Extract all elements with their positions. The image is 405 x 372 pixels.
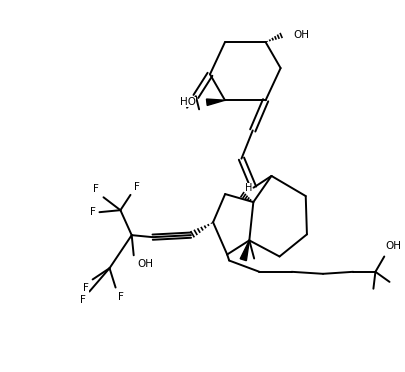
Text: F: F (80, 295, 86, 305)
Text: F: F (83, 283, 88, 293)
Text: F: F (133, 182, 139, 192)
Text: OH: OH (293, 30, 309, 40)
Text: F: F (90, 207, 95, 217)
Text: F: F (117, 292, 123, 302)
Text: F: F (93, 184, 98, 194)
Text: OH: OH (136, 259, 153, 269)
Text: H: H (244, 183, 252, 193)
Polygon shape (240, 240, 249, 261)
Text: OH: OH (384, 241, 401, 251)
Text: HO: HO (179, 97, 195, 107)
Polygon shape (206, 99, 224, 105)
